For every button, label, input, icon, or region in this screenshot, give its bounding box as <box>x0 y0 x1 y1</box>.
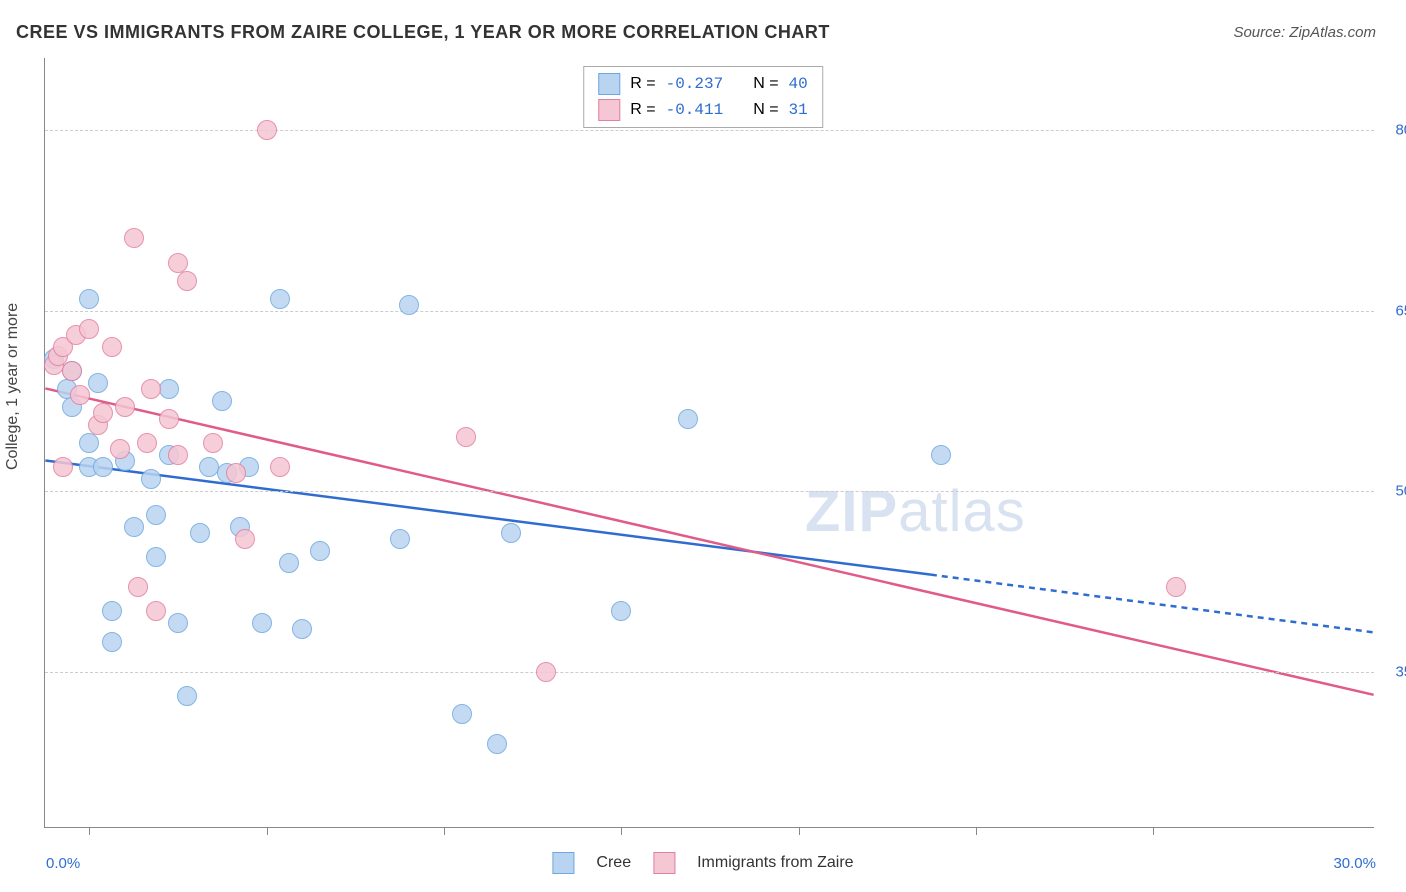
data-point <box>124 228 144 248</box>
watermark: ZIPatlas <box>805 478 1026 545</box>
x-min-label: 0.0% <box>46 855 80 872</box>
data-point <box>235 529 255 549</box>
data-point <box>115 397 135 417</box>
y-tick-label: 80.0% <box>1395 122 1406 139</box>
swatch-cree <box>598 73 620 95</box>
swatch-zaire <box>598 99 620 121</box>
data-point <box>257 120 277 140</box>
data-point <box>168 253 188 273</box>
data-point <box>79 289 99 309</box>
y-tick-label: 35.0% <box>1395 663 1406 680</box>
data-point <box>124 517 144 537</box>
data-point <box>128 577 148 597</box>
data-point <box>102 337 122 357</box>
gridline <box>45 491 1374 492</box>
r-value-zaire: -0.411 <box>666 101 724 119</box>
swatch-cree <box>552 852 574 874</box>
x-tick <box>621 827 622 835</box>
y-tick-label: 65.0% <box>1395 302 1406 319</box>
data-point <box>62 361 82 381</box>
data-point <box>1166 577 1186 597</box>
data-point <box>456 427 476 447</box>
series-legend: Cree Immigrants from Zaire <box>552 852 853 874</box>
data-point <box>611 601 631 621</box>
legend-label-cree: Cree <box>596 854 631 872</box>
data-point <box>137 433 157 453</box>
source-credit: Source: ZipAtlas.com <box>1233 24 1376 41</box>
data-point <box>501 523 521 543</box>
data-point <box>452 704 472 724</box>
data-point <box>159 379 179 399</box>
data-point <box>168 445 188 465</box>
data-point <box>678 409 698 429</box>
x-tick <box>976 827 977 835</box>
x-tick <box>1153 827 1154 835</box>
data-point <box>190 523 210 543</box>
data-point <box>270 289 290 309</box>
x-tick <box>89 827 90 835</box>
data-point <box>487 734 507 754</box>
data-point <box>212 391 232 411</box>
regression-lines <box>45 58 1374 827</box>
legend-label-zaire: Immigrants from Zaire <box>697 854 853 872</box>
data-point <box>159 409 179 429</box>
data-point <box>141 379 161 399</box>
data-point <box>110 439 130 459</box>
legend-row-cree: R = -0.237 N = 40 <box>598 71 808 97</box>
data-point <box>931 445 951 465</box>
n-value-cree: 40 <box>789 75 808 93</box>
data-point <box>146 547 166 567</box>
data-point <box>146 505 166 525</box>
data-point <box>141 469 161 489</box>
n-value-zaire: 31 <box>789 101 808 119</box>
r-label: R = <box>630 75 655 93</box>
gridline <box>45 672 1374 673</box>
data-point <box>310 541 330 561</box>
data-point <box>93 403 113 423</box>
r-value-cree: -0.237 <box>666 75 724 93</box>
data-point <box>102 632 122 652</box>
data-point <box>390 529 410 549</box>
data-point <box>203 433 223 453</box>
swatch-zaire <box>653 852 675 874</box>
legend-row-zaire: R = -0.411 N = 31 <box>598 97 808 123</box>
data-point <box>88 373 108 393</box>
data-point <box>292 619 312 639</box>
data-point <box>146 601 166 621</box>
x-tick <box>444 827 445 835</box>
y-axis-label: College, 1 year or more <box>4 303 22 470</box>
n-label: N = <box>753 75 778 93</box>
scatter-plot: ZIPatlas 80.0%65.0%50.0%35.0% <box>44 58 1374 828</box>
y-tick-label: 50.0% <box>1395 483 1406 500</box>
r-label: R = <box>630 101 655 119</box>
data-point <box>226 463 246 483</box>
data-point <box>177 271 197 291</box>
data-point <box>270 457 290 477</box>
n-label: N = <box>753 101 778 119</box>
data-point <box>177 686 197 706</box>
data-point <box>168 613 188 633</box>
data-point <box>79 319 99 339</box>
gridline <box>45 130 1374 131</box>
data-point <box>102 601 122 621</box>
data-point <box>536 662 556 682</box>
x-tick <box>799 827 800 835</box>
data-point <box>53 457 73 477</box>
x-max-label: 30.0% <box>1333 855 1376 872</box>
data-point <box>399 295 419 315</box>
gridline <box>45 311 1374 312</box>
x-tick <box>267 827 268 835</box>
chart-title: CREE VS IMMIGRANTS FROM ZAIRE COLLEGE, 1… <box>16 22 830 43</box>
correlation-legend: R = -0.237 N = 40 R = -0.411 N = 31 <box>583 66 823 128</box>
data-point <box>93 457 113 477</box>
data-point <box>279 553 299 573</box>
data-point <box>252 613 272 633</box>
data-point <box>70 385 90 405</box>
data-point <box>79 433 99 453</box>
